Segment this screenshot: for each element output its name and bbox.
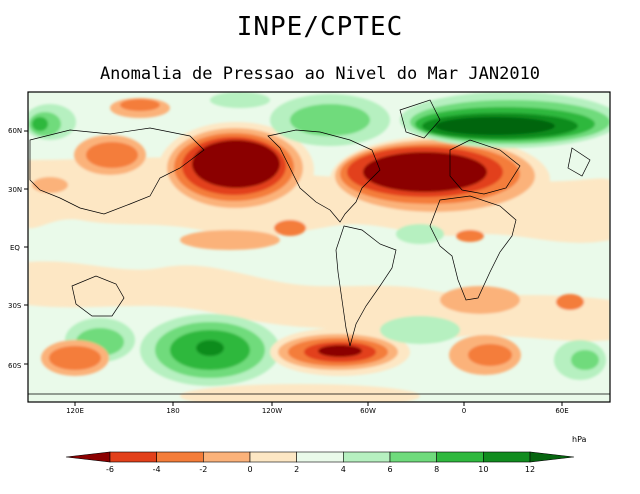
anomaly-field <box>28 92 610 402</box>
colorbar-tick-label: -2 <box>199 465 207 474</box>
colorbar-tick-label: -4 <box>153 465 161 474</box>
lon-ticks <box>74 402 563 406</box>
colorbar-segment <box>436 451 484 463</box>
lon-label: 180 <box>166 407 179 415</box>
colorbar-segment <box>65 451 111 463</box>
europe-outline <box>449 139 521 195</box>
lon-label: 0 <box>462 407 466 415</box>
lat-label: 60S <box>8 362 22 370</box>
colorbar-segment <box>296 451 344 463</box>
lon-label: 120E <box>66 407 84 415</box>
north-america-outline <box>267 129 381 223</box>
lat-label: EQ <box>10 244 20 252</box>
colorbar-tick-label: 6 <box>387 465 392 474</box>
colorbar-segment <box>249 451 297 463</box>
asia-outline <box>29 127 205 215</box>
colorbar-tick-label: 2 <box>294 465 299 474</box>
lat-axis: 60N 30N EQ 30S 60S <box>8 127 22 370</box>
colorbar-tick-label: 0 <box>247 465 252 474</box>
colorbar-segment <box>156 451 204 463</box>
colorbar-segment <box>203 451 251 463</box>
south-america-outline <box>335 225 397 347</box>
lat-label: 30N <box>8 186 22 194</box>
map-title: INPE/CPTEC <box>236 12 404 42</box>
colorbar-segment <box>483 451 531 463</box>
lat-ticks <box>24 130 28 365</box>
coastlines <box>28 99 610 395</box>
colorbar-segment <box>529 451 575 463</box>
colorbar-segment <box>109 451 157 463</box>
colorbar-tick-label: -6 <box>106 465 114 474</box>
colorbar-tick-label: 10 <box>478 465 488 474</box>
colorbar-tick-label: 4 <box>341 465 346 474</box>
lat-label: 60N <box>8 127 22 135</box>
lon-label: 120W <box>262 407 282 415</box>
lon-axis: 120E 180 120W 60W 0 60E <box>66 407 569 415</box>
greenland-outline <box>399 99 441 139</box>
east-asia-islands-outline <box>567 147 591 177</box>
colorbar-tick-label: 12 <box>525 465 535 474</box>
map-subtitle: Anomalia de Pressao ao Nivel do Mar JAN2… <box>99 64 541 84</box>
colorbar-segment <box>389 451 437 463</box>
colorbar: -6 -4 -2 0 2 4 6 8 10 12 <box>65 451 575 474</box>
units-label: hPa <box>572 435 587 444</box>
lon-label: 60W <box>360 407 376 415</box>
lon-label: 60E <box>555 407 568 415</box>
lat-label: 30S <box>8 302 22 310</box>
colorbar-tick-label: 8 <box>434 465 439 474</box>
africa-outline <box>429 195 517 301</box>
colorbar-segment <box>343 451 391 463</box>
australia-outline <box>71 275 125 317</box>
plot-area <box>28 92 610 402</box>
